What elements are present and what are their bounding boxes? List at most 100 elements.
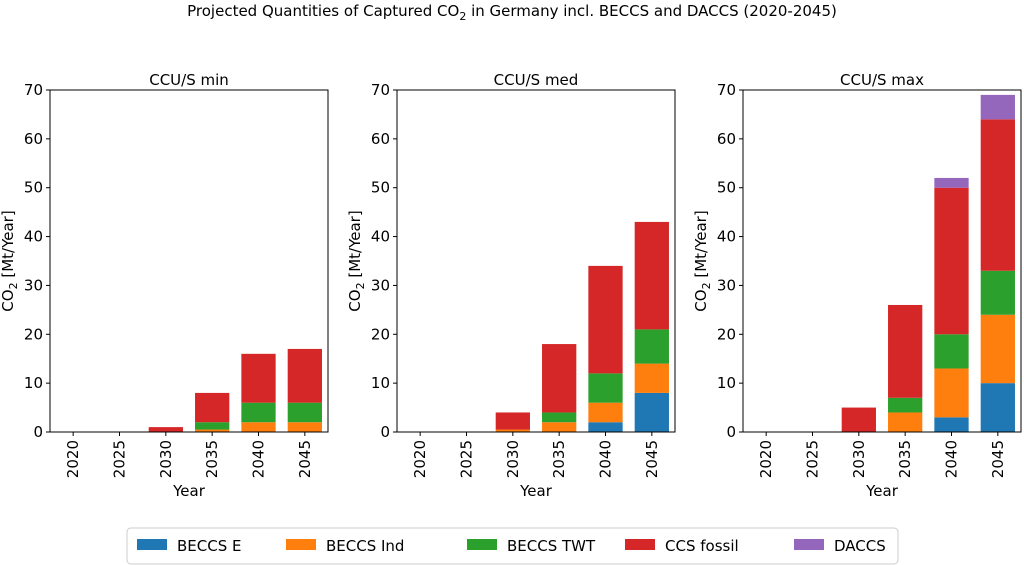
bar-segment-beccs-ind: [588, 402, 623, 423]
y-tick-label: 70: [371, 81, 390, 99]
y-tick-label: 20: [24, 325, 43, 343]
bar-segment-ccs-fossil: [888, 304, 923, 398]
y-tick-label: 50: [371, 179, 390, 197]
axes-frame: [49, 89, 329, 433]
x-tick-label: 2025: [804, 440, 822, 478]
legend-item: CCS fossil: [625, 537, 739, 555]
bar-segment-beccs-twt: [241, 402, 276, 423]
y-tick-label: 20: [371, 325, 390, 343]
bar-segment-beccs-e: [980, 383, 1015, 432]
bar-segment-beccs-twt: [542, 412, 577, 423]
y-tick-label: 20: [717, 325, 736, 343]
x-tick-label: 2020: [64, 440, 82, 478]
y-tick-label: 40: [371, 228, 390, 246]
bar-segment-beccs-ind: [634, 363, 669, 393]
y-tick-label: 50: [24, 179, 43, 197]
legend-swatch: [286, 539, 316, 550]
legend-label: CCS fossil: [665, 537, 739, 555]
bar-segment-beccs-ind: [888, 412, 923, 432]
x-tick-label: 2045: [296, 440, 314, 478]
legend: BECCS E BECCS Ind BECCS TWT CCS fossil DACCS: [126, 527, 899, 565]
x-tick-label: 2035: [550, 440, 568, 478]
x-tick-label: 2020: [757, 440, 775, 478]
bar-segment-beccs-ind: [287, 422, 322, 432]
bar-segment-beccs-twt: [980, 270, 1015, 315]
y-tick-label: 0: [33, 423, 43, 441]
legend-item: BECCS E: [137, 537, 241, 555]
bar-segment-beccs-ind: [934, 368, 969, 418]
x-axis-label: Year: [172, 482, 206, 500]
legend-swatch: [625, 539, 655, 550]
bar-segment-beccs-ind: [495, 429, 530, 432]
subplot-title: CCU/S med: [494, 71, 579, 89]
y-tick-label: 60: [717, 130, 736, 148]
bar-segment-ccs-fossil: [241, 353, 276, 403]
x-tick-label: 2035: [203, 440, 221, 478]
legend-swatch: [467, 539, 497, 550]
y-axis-label: CO2 [Mt/Year]: [346, 210, 367, 311]
bar-segment-beccs-ind: [980, 314, 1015, 384]
legend-label: BECCS E: [177, 537, 241, 555]
x-tick-label: 2035: [896, 440, 914, 478]
bar-segment-daccs: [934, 177, 969, 188]
bar-segment-beccs-ind: [542, 422, 577, 432]
bar-segment-beccs-e: [634, 392, 669, 432]
x-axis-label: Year: [865, 482, 899, 500]
bar-segment-beccs-e: [588, 422, 623, 432]
bar-segment-beccs-twt: [588, 373, 623, 403]
x-tick-label: 2025: [111, 440, 129, 478]
bar-segment-daccs: [980, 94, 1015, 120]
bar-segment-ccs-fossil: [588, 265, 623, 374]
bar-segment-beccs-twt: [888, 397, 923, 413]
legend-item: DACCS: [794, 537, 886, 555]
bar-segment-ccs-fossil: [287, 348, 322, 403]
bar-segment-beccs-twt: [934, 334, 969, 369]
x-tick-label: 2030: [504, 440, 522, 478]
bar-segment-ccs-fossil: [841, 407, 876, 432]
x-tick-label: 2030: [850, 440, 868, 478]
legend-item: BECCS Ind: [286, 537, 404, 555]
x-tick-label: 2045: [989, 440, 1007, 478]
bar-segment-beccs-twt: [634, 329, 669, 364]
axes-frame: [396, 89, 676, 433]
y-tick-label: 60: [371, 130, 390, 148]
subplot-title: CCU/S max: [840, 71, 924, 89]
y-tick-label: 40: [717, 228, 736, 246]
x-tick-label: 2030: [157, 440, 175, 478]
x-tick-label: 2020: [411, 440, 429, 478]
bar-segment-ccs-fossil: [195, 392, 230, 423]
bar-segment-ccs-fossil: [634, 221, 669, 330]
x-tick-label: 2025: [458, 440, 476, 478]
legend-label: DACCS: [834, 537, 886, 555]
y-tick-label: 40: [24, 228, 43, 246]
axes-frame: [742, 89, 1022, 433]
legend-swatch: [137, 539, 167, 550]
y-tick-label: 60: [24, 130, 43, 148]
bar-segment-beccs-twt: [287, 402, 322, 423]
legend-swatch: [794, 539, 824, 550]
x-tick-label: 2040: [597, 440, 615, 478]
bar-segment-ccs-fossil: [148, 427, 183, 432]
bar-segment-ccs-fossil: [980, 119, 1015, 271]
x-tick-label: 2045: [643, 440, 661, 478]
bar-segment-ccs-fossil: [934, 187, 969, 335]
x-tick-label: 2040: [250, 440, 268, 478]
figure-title: Projected Quantities of Captured CO2 in …: [187, 2, 837, 23]
legend-label: BECCS TWT: [507, 537, 596, 555]
y-tick-label: 30: [371, 276, 390, 294]
bar-segment-beccs-e: [934, 417, 969, 432]
x-tick-label: 2040: [943, 440, 961, 478]
y-tick-label: 10: [371, 374, 390, 392]
bar-segment-beccs-ind: [195, 429, 230, 432]
y-tick-label: 0: [726, 423, 736, 441]
y-tick-label: 30: [717, 276, 736, 294]
subplot-title: CCU/S min: [149, 71, 229, 89]
y-axis-label: CO2 [Mt/Year]: [0, 210, 20, 311]
y-tick-label: 10: [24, 374, 43, 392]
legend-item: BECCS TWT: [467, 537, 596, 555]
